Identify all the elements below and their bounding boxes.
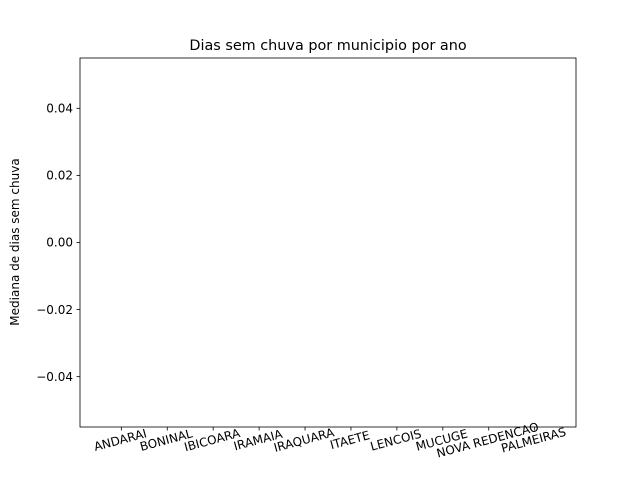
y-tick-label: −0.02 <box>36 303 73 317</box>
y-tick-label: 0.04 <box>46 102 73 116</box>
plot-area-frame <box>79 57 577 428</box>
y-tick-label: 0.00 <box>46 236 73 250</box>
y-axis-label: Mediana de dias sem chuva <box>8 158 22 325</box>
y-tick-label: 0.02 <box>46 169 73 183</box>
y-axis-ticks: −0.04 −0.02 0.00 0.02 0.04 <box>36 102 80 384</box>
chart-title: Dias sem chuva por municipio por ano <box>189 38 466 54</box>
y-tick-label: −0.04 <box>36 370 73 384</box>
